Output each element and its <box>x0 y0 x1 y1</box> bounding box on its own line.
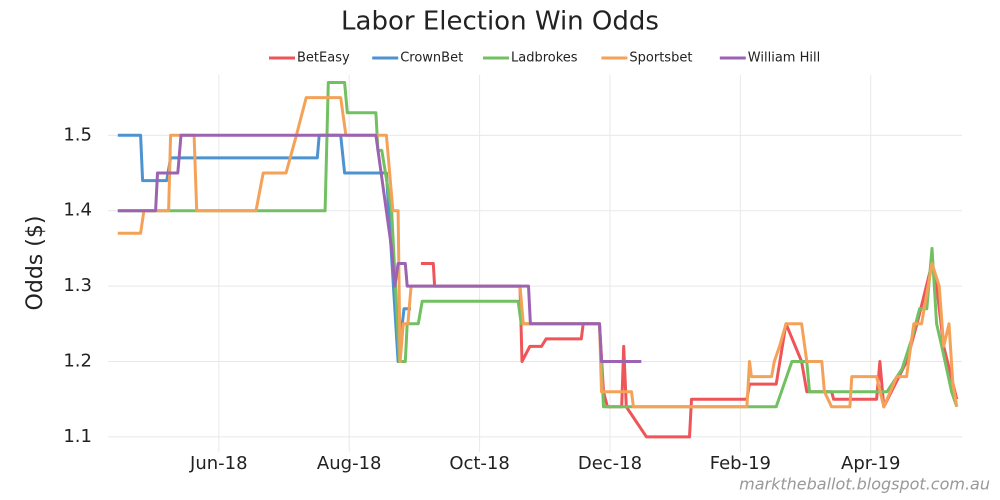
y-tick-label: 1.1 <box>63 426 92 447</box>
y-tick-label: 1.2 <box>63 351 92 372</box>
series-line <box>117 133 412 363</box>
x-tick-label: Feb-19 <box>710 453 771 474</box>
x-tick-label: Apr-19 <box>841 453 900 474</box>
legend-label: Ladbrokes <box>511 51 578 66</box>
legend-label: Sportsbet <box>629 51 692 66</box>
legend-label: BetEasy <box>297 51 350 66</box>
y-tick-label: 1.4 <box>63 200 92 221</box>
source: marktheballot.blogspot.com.au <box>739 475 990 494</box>
legend-label: CrownBet <box>400 51 463 66</box>
series-line <box>117 133 642 363</box>
series-line <box>117 96 959 409</box>
y-tick-label: 1.3 <box>63 275 92 296</box>
chart-title: Labor Election Win Odds <box>341 7 659 37</box>
legend-label: William Hill <box>748 51 820 66</box>
series-line <box>420 262 959 439</box>
x-tick-label: Jun-18 <box>189 453 248 474</box>
y-axis-label: Odds ($) <box>23 216 48 311</box>
x-tick-label: Dec-18 <box>578 453 642 474</box>
y-tick-label: 1.5 <box>63 124 92 145</box>
x-tick-label: Oct-18 <box>449 453 510 474</box>
series-line <box>117 81 959 409</box>
x-tick-label: Aug-18 <box>317 453 382 474</box>
